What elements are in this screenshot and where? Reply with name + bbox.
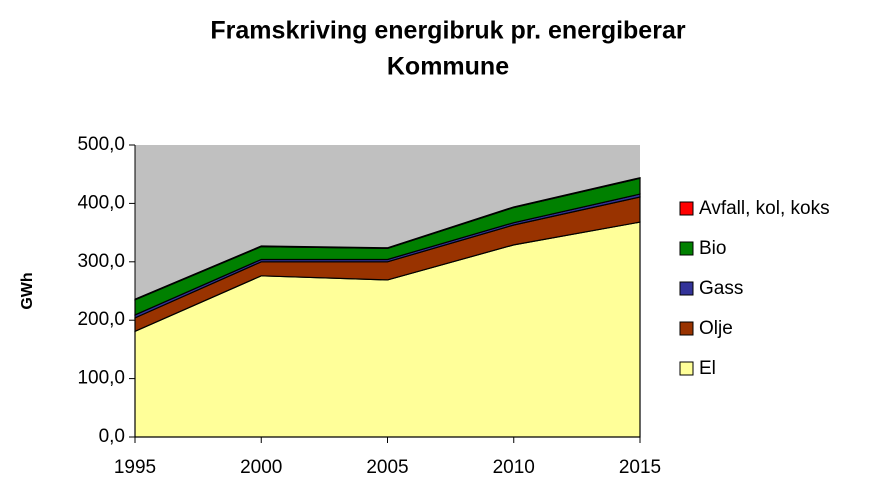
legend-label: Olje (699, 318, 733, 339)
legend-label: Gass (699, 278, 743, 299)
chart-title: Kommune (387, 53, 509, 81)
x-tick-label: 2005 (366, 457, 408, 478)
y-tick-label: 400,0 (77, 192, 125, 213)
y-tick-label: 100,0 (77, 368, 125, 389)
legend-swatch (679, 321, 694, 336)
chart-title: Framskriving energibruk pr. energiberar (210, 17, 685, 45)
y-tick-label: 500,0 (77, 134, 125, 155)
x-tick-label: 1995 (114, 457, 156, 478)
legend-swatch (679, 241, 694, 256)
legend-label: Bio (699, 238, 726, 259)
area (134, 176, 641, 301)
legend-label: El (699, 358, 716, 379)
legend-label: Avfall, kol, koks (699, 198, 830, 219)
y-tick-label: 0,0 (99, 426, 125, 447)
y-tick-label: 300,0 (77, 251, 125, 272)
legend-swatch (679, 281, 694, 296)
legend-swatch (679, 201, 694, 216)
x-tick-label: 2015 (619, 457, 661, 478)
x-tick-label: 2000 (240, 457, 282, 478)
y-axis-label: GWh (19, 272, 36, 309)
x-tick-label: 2010 (493, 457, 535, 478)
legend-swatch (679, 361, 694, 376)
y-tick-label: 200,0 (77, 309, 125, 330)
